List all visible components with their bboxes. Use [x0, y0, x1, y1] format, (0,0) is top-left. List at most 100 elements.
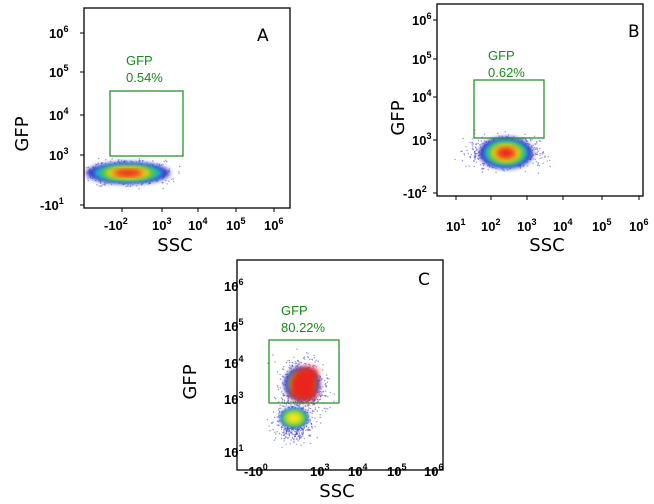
event-dot: [328, 378, 330, 380]
event-dot: [318, 391, 320, 393]
plot-frame: [436, 3, 644, 197]
panel-label: A: [257, 26, 269, 46]
x-axis-title: SSC: [157, 235, 192, 256]
event-dot: [309, 364, 311, 366]
event-dot: [535, 147, 537, 149]
event-dot: [522, 139, 524, 141]
event-dot: [287, 431, 290, 433]
event-dot: [320, 395, 322, 397]
tick-exponent: 6: [238, 277, 243, 287]
event-dot: [477, 155, 480, 157]
event-dot: [156, 163, 158, 165]
event-dot: [472, 146, 474, 148]
event-dot: [281, 446, 283, 449]
event-dot: [476, 148, 478, 151]
event-dot: [472, 148, 474, 150]
event-dot: [536, 142, 538, 144]
event-dot: [172, 178, 174, 180]
event-dot: [308, 428, 310, 430]
event-dot: [549, 159, 551, 162]
tick-exponent: 4: [202, 216, 207, 226]
tick-exponent: 4: [238, 354, 243, 364]
event-dot: [300, 361, 303, 364]
tick-base: -10: [104, 218, 123, 233]
event-dot: [295, 437, 298, 440]
event-dot: [475, 154, 477, 156]
event-dot: [534, 148, 537, 151]
event-dot: [308, 403, 310, 405]
event-dot: [277, 415, 280, 418]
event-dot: [549, 165, 551, 168]
event-dot: [295, 364, 297, 367]
event-dot: [487, 169, 489, 171]
event-dot: [101, 162, 103, 164]
event-dot: [319, 414, 321, 416]
event-dot: [301, 434, 303, 436]
event-dot: [307, 411, 309, 414]
tick-base: 10: [412, 133, 426, 148]
gate-percent: 0.54%: [126, 70, 163, 85]
tick-base: 10: [424, 464, 438, 479]
event-dot: [305, 409, 307, 411]
event-dot: [291, 406, 294, 409]
event-dot: [502, 169, 504, 171]
tick-exponent: 5: [606, 217, 611, 227]
event-dot: [281, 391, 283, 393]
event-dot: [471, 144, 473, 146]
event-dot: [273, 416, 276, 419]
event-dot: [268, 425, 270, 427]
event-dot: [284, 373, 287, 376]
event-dot: [542, 152, 545, 154]
event-dot: [166, 183, 168, 185]
density-high-region: [497, 147, 515, 159]
event-dot: [539, 154, 541, 156]
tick-base: 10: [224, 392, 238, 407]
x-tick-label: 103: [152, 216, 171, 233]
panel-label: C: [418, 270, 430, 290]
event-dot: [281, 375, 284, 377]
tick-base: 10: [49, 108, 63, 123]
event-dot: [148, 182, 151, 185]
event-dot: [532, 154, 534, 157]
event-dot: [309, 358, 311, 361]
event-dot: [329, 391, 331, 394]
panel-label: B: [628, 22, 640, 42]
event-dot: [294, 406, 297, 409]
tick-exponent: 4: [426, 88, 431, 98]
event-dot: [298, 428, 300, 431]
event-dot: [483, 167, 485, 170]
event-dot: [318, 375, 320, 377]
event-dot: [275, 433, 277, 435]
event-dot: [479, 144, 481, 146]
event-dot: [287, 360, 289, 362]
event-dot: [319, 398, 322, 400]
event-dot: [276, 416, 278, 418]
event-dot: [282, 426, 284, 429]
tick-base: 10: [152, 218, 166, 233]
tick-base: 10: [224, 279, 238, 294]
event-dot: [326, 381, 328, 383]
event-dot: [298, 432, 301, 435]
event-dot: [297, 400, 299, 403]
event-dot: [314, 408, 317, 411]
event-dot: [280, 426, 283, 428]
event-dot: [320, 393, 322, 395]
event-dot: [281, 411, 283, 413]
event-dot: [477, 139, 479, 142]
event-dot: [303, 442, 305, 444]
event-dot: [178, 171, 180, 173]
event-dot: [513, 135, 515, 137]
event-dot: [147, 183, 149, 185]
event-dot: [289, 432, 292, 434]
event-dot: [288, 361, 291, 364]
event-dot: [535, 154, 537, 156]
event-dot: [538, 140, 540, 142]
event-dot: [300, 444, 302, 446]
event-dot: [278, 407, 280, 410]
event-dot: [295, 443, 298, 446]
event-dot: [314, 364, 316, 367]
event-dot: [539, 157, 541, 160]
event-dot: [283, 428, 285, 431]
event-dot: [313, 357, 315, 359]
